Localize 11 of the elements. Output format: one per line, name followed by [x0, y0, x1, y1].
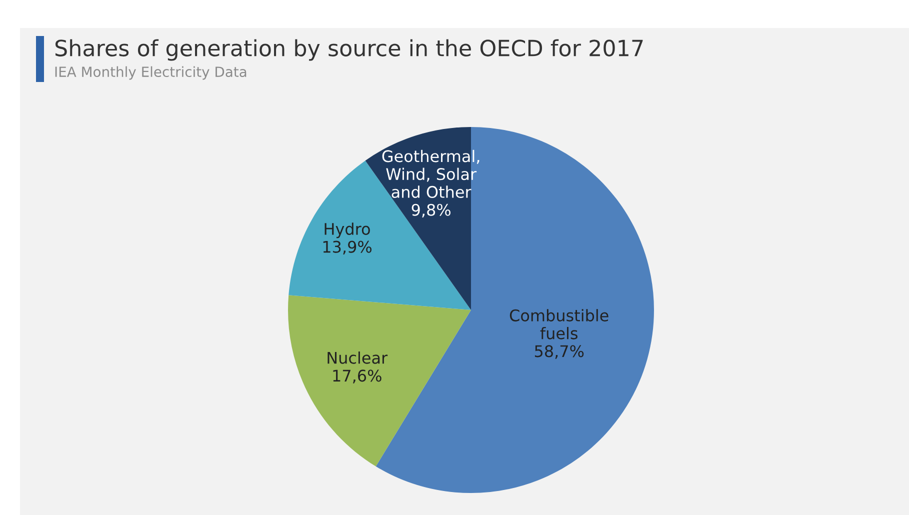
pie-slice [288, 295, 471, 466]
text: IEA Monthly Electricity Data [55, 66, 246, 80]
data-label: 9,8% [412, 204, 450, 218]
slice-label: Combustible fuels [510, 309, 608, 340]
chart-title: Shares of generation by source in the OECD for 2017 [55, 39, 643, 61]
data-label: 17,6% [333, 370, 382, 384]
slice-label: Nuclear [328, 351, 388, 364]
data-label: 58,7% [534, 345, 584, 359]
data-label: 13,9% [323, 240, 372, 254]
slice-label: Geothermal, Wind, Solar and Other [382, 150, 480, 198]
slice-label: Hydro [324, 222, 370, 238]
